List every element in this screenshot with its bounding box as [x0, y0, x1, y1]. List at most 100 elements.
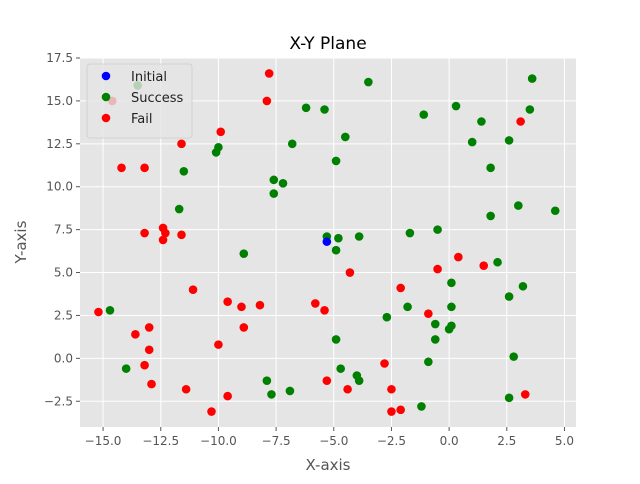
point-success [514, 201, 523, 210]
point-success [509, 352, 519, 361]
point-success [419, 110, 429, 119]
point-fail [144, 323, 154, 332]
point-success [405, 228, 415, 238]
point-fail [214, 340, 223, 349]
point-success [331, 156, 341, 166]
point-fail [311, 299, 320, 308]
point-success [486, 163, 495, 173]
point-fail [140, 360, 149, 370]
point-success [105, 305, 115, 315]
point-fail [387, 407, 396, 416]
legend-label-success: Success [131, 91, 184, 106]
point-fail [520, 390, 530, 399]
legend-marker-success [101, 92, 111, 102]
point-success [493, 257, 502, 267]
point-fail [380, 359, 389, 368]
point-success [341, 132, 350, 142]
point-fail [433, 264, 442, 274]
point-success [447, 321, 456, 331]
point-fail [262, 96, 272, 106]
point-success [121, 364, 131, 373]
point-fail [322, 376, 332, 385]
chart-title: X-Y Plane [289, 34, 366, 54]
point-fail [117, 163, 126, 173]
point-fail [223, 391, 232, 401]
point-success [267, 390, 276, 399]
point-initial [322, 237, 332, 246]
x-tick-label: 5.0 [555, 434, 574, 448]
x-tick-label: 2.5 [497, 434, 516, 448]
point-success [447, 278, 456, 288]
y-tick-label: 5.0 [54, 266, 73, 280]
point-fail [516, 117, 525, 126]
point-success [417, 402, 426, 411]
point-fail [479, 261, 489, 270]
point-fail [181, 384, 191, 394]
y-tick-label: 15.0 [46, 94, 73, 108]
point-success [354, 232, 364, 241]
point-success [354, 376, 364, 385]
point-success [518, 281, 528, 291]
point-success [504, 136, 514, 145]
point-success [447, 302, 456, 312]
point-fail [177, 230, 186, 240]
point-success [287, 139, 297, 149]
point-success [364, 77, 373, 87]
point-success [239, 249, 249, 258]
point-success [430, 319, 440, 329]
point-fail [264, 69, 274, 78]
point-success [433, 225, 442, 234]
y-tick-label: 17.5 [46, 51, 73, 65]
point-fail [239, 323, 249, 332]
point-fail [237, 302, 246, 312]
x-tick-label: −12.5 [142, 434, 179, 448]
y-tick-label: 10.0 [46, 180, 73, 194]
point-success [269, 189, 279, 198]
y-tick-label: 2.5 [54, 308, 73, 322]
point-success [430, 335, 440, 344]
point-success [504, 393, 514, 403]
legend-frame [86, 63, 193, 139]
point-success [451, 101, 461, 111]
point-fail [147, 379, 156, 389]
x-tick-label: −2.5 [377, 434, 406, 448]
point-fail [158, 235, 168, 245]
point-fail [177, 139, 186, 149]
point-success [527, 74, 537, 83]
y-tick-label: 7.5 [54, 223, 73, 237]
y-tick-label: 12.5 [46, 137, 73, 151]
point-success [477, 117, 486, 126]
point-success [174, 204, 184, 214]
point-fail [320, 305, 329, 315]
point-fail [140, 163, 149, 173]
point-fail [161, 228, 170, 238]
point-success [269, 175, 279, 185]
legend: Initial Success Fail [86, 63, 193, 139]
legend-label-initial: Initial [131, 70, 167, 85]
point-success [424, 357, 433, 367]
point-fail [396, 283, 405, 293]
point-fail [223, 297, 232, 307]
point-success [331, 245, 341, 255]
point-fail [216, 127, 226, 137]
grid [80, 57, 576, 427]
x-tick-label: −7.5 [262, 434, 291, 448]
point-success [403, 302, 412, 312]
y-tick-label: −2.5 [44, 394, 73, 408]
point-success [486, 211, 495, 221]
point-success [467, 137, 477, 147]
legend-marker-initial [101, 71, 111, 81]
point-fail [424, 309, 433, 319]
point-success [278, 178, 288, 188]
point-success [550, 206, 560, 216]
point-success [301, 103, 311, 113]
x-axis-label: X-axis [306, 456, 351, 474]
point-fail [387, 384, 396, 394]
point-fail [255, 300, 265, 310]
y-axis-ticks: −2.5 0.0 2.5 5.0 7.5 10.0 12.5 15.0 17.5 [44, 51, 80, 408]
legend-label-fail: Fail [131, 112, 152, 127]
point-success [320, 105, 329, 114]
point-fail [343, 384, 352, 394]
point-success [331, 335, 341, 344]
